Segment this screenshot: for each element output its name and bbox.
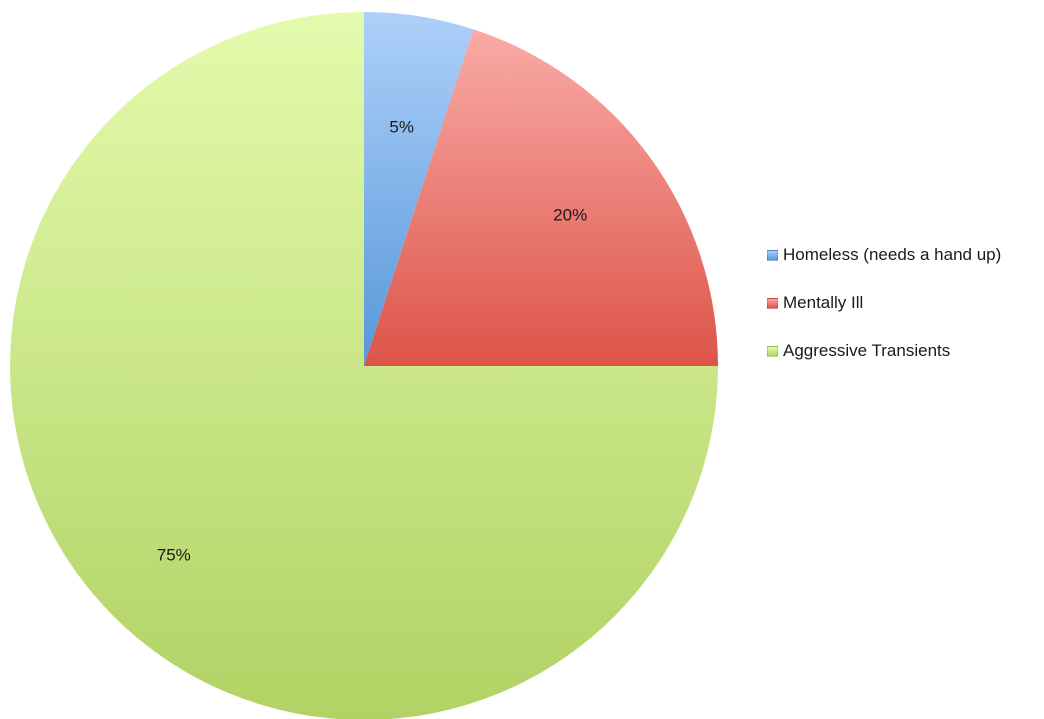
legend-label-mentally-ill: Mentally Ill <box>783 293 864 312</box>
chart-legend: Homeless (needs a hand up) Mentally Ill … <box>767 244 1001 388</box>
pie-slice-mentally-ill <box>364 29 718 367</box>
legend-item-mentally-ill: Mentally Ill <box>767 292 1001 314</box>
legend-item-homeless: Homeless (needs a hand up) <box>767 244 1001 266</box>
legend-swatch-aggressive-transients <box>767 345 778 357</box>
legend-swatch-homeless <box>767 249 778 261</box>
legend-swatch-mentally-ill <box>767 297 778 309</box>
pie-slice-homeless <box>364 12 474 366</box>
data-label-mentally-ill: 20% <box>553 206 587 225</box>
legend-label-aggressive-transients: Aggressive Transients <box>783 341 951 360</box>
legend-item-aggressive-transients: Aggressive Transients <box>767 340 1001 362</box>
legend-label-homeless: Homeless (needs a hand up) <box>783 245 1002 264</box>
data-label-homeless: 5% <box>389 118 414 137</box>
data-label-aggressive-transients: 75% <box>157 546 191 565</box>
pie-slice-aggressive-transients <box>10 12 718 719</box>
